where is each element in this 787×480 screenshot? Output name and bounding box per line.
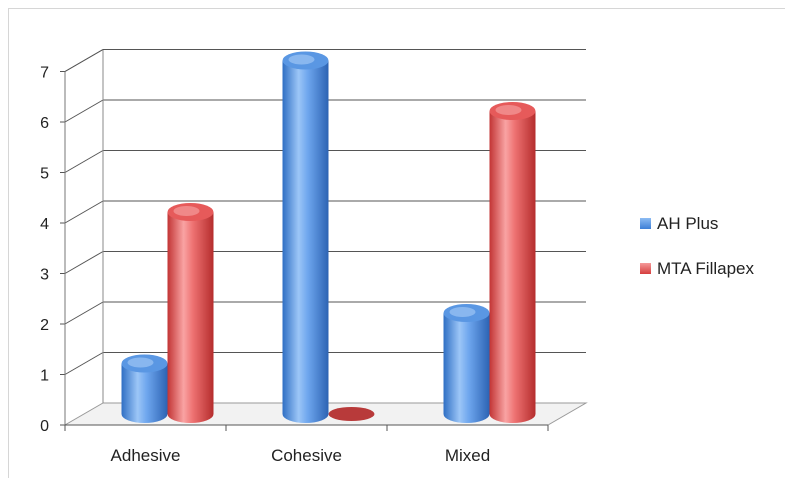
bar-ah-plus: [121, 354, 168, 423]
x-category-label: Adhesive: [111, 446, 181, 465]
bar-mta-fillapex: [328, 407, 375, 421]
x-category-label: Mixed: [445, 446, 490, 465]
labels-layer: 0 1 2 3 4 5 6 7 Adhesive Cohesive Mixed: [40, 65, 490, 466]
bar-body: [282, 60, 329, 423]
bar-top-highlight: [495, 105, 522, 115]
legend-item-mta-fillapex: MTA Fillapex: [640, 259, 754, 278]
bar-top-highlight: [127, 357, 154, 368]
x-category-label: Cohesive: [271, 446, 342, 465]
bar-ah-plus: [282, 51, 329, 423]
y-tick-label: 7: [40, 65, 49, 82]
bar-zero-disc: [328, 407, 375, 421]
gridline-depth: [64, 150, 104, 173]
gridline-depth: [64, 352, 104, 375]
legend-layer: AH Plus MTA Fillapex: [640, 214, 754, 278]
legend-item-ah-plus: AH Plus: [640, 214, 718, 233]
bar-body: [167, 212, 214, 423]
y-tick-label: 3: [40, 267, 49, 284]
bar-ah-plus: [443, 304, 490, 423]
bar-mta-fillapex: [489, 102, 536, 423]
legend-label: MTA Fillapex: [657, 259, 754, 278]
gridline-depth: [64, 200, 104, 224]
bar-mta-fillapex: [167, 203, 214, 423]
chart-frame: [8, 8, 785, 478]
y-tick-label: 4: [40, 216, 49, 233]
bar-top-highlight: [288, 54, 315, 65]
y-tick-label: 6: [40, 115, 49, 132]
gridline-depth: [64, 99, 104, 123]
bar-top-highlight: [449, 307, 476, 317]
y-tick-label: 5: [40, 166, 49, 183]
bars-layer: [121, 51, 536, 423]
gridline-depth: [64, 49, 104, 72]
bar-top-highlight: [173, 206, 200, 216]
y-tick-label: 0: [40, 418, 49, 435]
legend-label: AH Plus: [657, 214, 718, 233]
y-tick-label: 2: [40, 317, 49, 334]
bar-body: [121, 363, 168, 423]
legend-swatch: [640, 218, 651, 229]
y-tick-label: 1: [40, 368, 49, 385]
legend-swatch: [640, 263, 651, 274]
gridline-depth: [64, 251, 104, 274]
bar-body: [489, 111, 536, 423]
gridline-depth: [64, 301, 104, 325]
bar-body: [443, 313, 490, 423]
